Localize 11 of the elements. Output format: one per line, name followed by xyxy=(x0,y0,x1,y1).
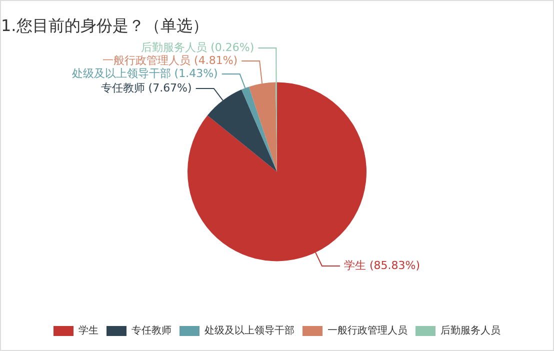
category-label: 处级及以上领导干部 (1.43%) xyxy=(72,66,218,80)
legend-label: 专任教师 xyxy=(132,324,172,337)
category-label: 专任教师 (7.67%) xyxy=(100,81,192,94)
category-label: 后勤服务人员 (0.26%) xyxy=(141,40,254,54)
chart-title: 1.您目前的身份是？（单选） xyxy=(1,16,208,35)
legend-label: 后勤服务人员 xyxy=(440,324,500,337)
category-label: 学生 (85.83%) xyxy=(344,258,420,272)
legend-label: 学生 xyxy=(78,324,98,337)
legend-label: 一般行政管理人员 xyxy=(328,326,408,337)
legend-label: 处级及以上领导干部 xyxy=(204,324,294,337)
category-label: 一般行政管理人员 (4.81%) xyxy=(102,54,238,67)
